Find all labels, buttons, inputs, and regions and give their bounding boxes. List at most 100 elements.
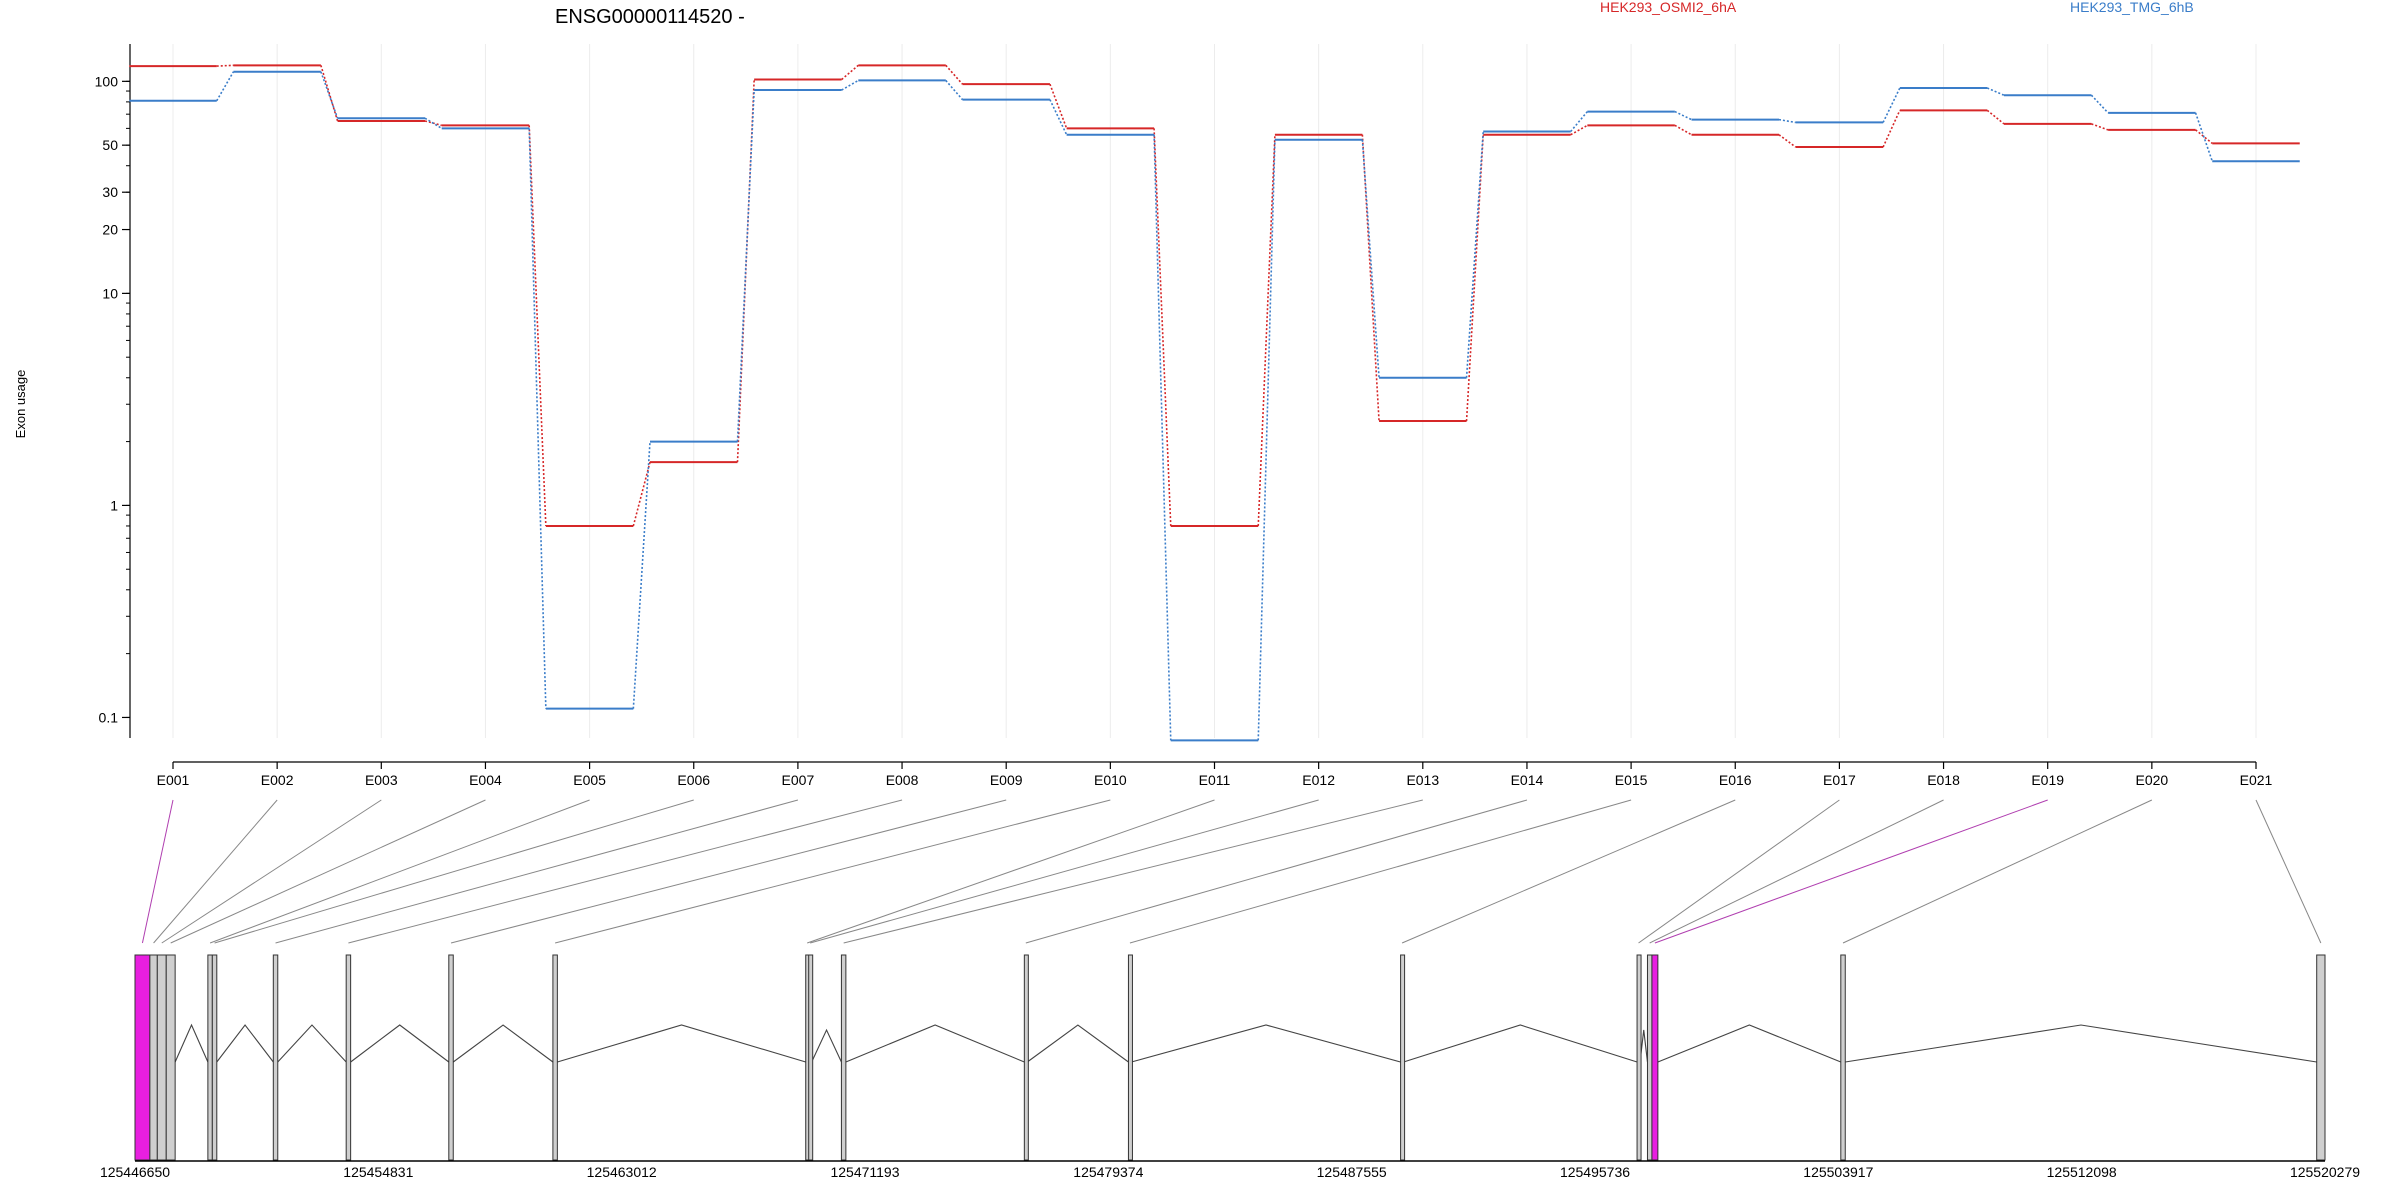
exon-e010 (552, 954, 558, 1161)
exon-e004 (165, 954, 176, 1161)
x-tick-label-e002: E002 (261, 772, 294, 788)
y-tick-label: 0.1 (99, 709, 119, 725)
y-tick-label: 20 (102, 222, 118, 238)
series-osmi2 (129, 64, 2300, 527)
chart-title: ENSG00000114520 - (555, 6, 745, 28)
x-axis: E001 E002 E003 E004 E005 E006 E007 E008 E009 E010… (157, 761, 2273, 788)
coord-tick-label: 125446650 (100, 1164, 170, 1180)
coord-tick-label: 125495736 (1560, 1164, 1630, 1180)
connector-e003 (161, 799, 382, 944)
series-connector (1049, 99, 1068, 136)
series-connector (736, 89, 755, 442)
exon-e003 (156, 954, 167, 1161)
series-connector (841, 79, 859, 91)
intron (845, 1024, 1025, 1063)
connector-e016 (1401, 799, 1736, 944)
coord-tick-label: 125454831 (343, 1164, 413, 1180)
series-connector (1986, 87, 2005, 96)
exon-e020 (1840, 954, 1846, 1161)
series-connector (1674, 110, 1692, 121)
exon-connectors (141, 799, 2322, 944)
x-tick-label-e013: E013 (1406, 772, 1439, 788)
exon-e013 (840, 954, 847, 1161)
connector-e001 (141, 799, 174, 944)
exon-e007 (272, 954, 279, 1161)
x-tick-label-e003: E003 (365, 772, 398, 788)
x-tick-label-e010: E010 (1094, 772, 1127, 788)
exon-e019 (1651, 954, 1659, 1161)
series-connector (841, 64, 859, 81)
coord-tick-label: 125463012 (587, 1164, 657, 1180)
x-tick-label-e001: E001 (157, 772, 190, 788)
series-connector (528, 125, 547, 526)
connector-e017 (1638, 799, 1840, 944)
x-tick-label-e006: E006 (677, 772, 710, 788)
exon-e018 (1646, 954, 1653, 1161)
intron (216, 1024, 274, 1063)
series-connector (320, 71, 339, 119)
series-connector (2194, 112, 2214, 162)
series-connector (1778, 134, 1797, 148)
connector-e010 (555, 799, 1111, 944)
series-connector (945, 64, 964, 85)
coord-tick-label: 125503917 (1803, 1164, 1873, 1180)
connector-e020 (1842, 799, 2153, 944)
connector-e014 (1025, 799, 1528, 944)
connector-e005 (209, 799, 590, 944)
intron (811, 1028, 842, 1063)
series-connector (1049, 83, 1068, 129)
connector-e004 (170, 799, 486, 944)
y-axis-label: Exon usage (13, 370, 28, 439)
series-connector (1257, 139, 1276, 741)
intron (452, 1024, 554, 1063)
intron (557, 1024, 806, 1063)
series-connector (1153, 134, 1172, 741)
legend-entry-tmg: HEK293_TMG_6hB (2070, 0, 2194, 15)
intron (1657, 1024, 1842, 1063)
y-tick-label: 100 (95, 73, 119, 89)
series-connector (320, 65, 339, 122)
x-tick-label-e014: E014 (1511, 772, 1544, 788)
x-tick-label-e015: E015 (1615, 772, 1648, 788)
intron (277, 1024, 347, 1063)
y-axis: 0.1 1 10 20 30 50 100 (95, 44, 131, 738)
connector-e008 (348, 799, 903, 944)
connector-e018 (1649, 799, 1944, 944)
x-tick-label-e005: E005 (573, 772, 606, 788)
intron (1403, 1024, 1638, 1063)
connector-e015 (1129, 799, 1632, 944)
series-connector (528, 128, 547, 709)
exon-e001 (134, 954, 151, 1161)
series-connector (632, 441, 651, 709)
x-tick-label-e021: E021 (2240, 772, 2273, 788)
x-tick-label-e004: E004 (469, 772, 502, 788)
exon-e012 (808, 954, 814, 1161)
series-lines (129, 64, 2300, 742)
series-connector (1674, 124, 1692, 136)
intron (1131, 1024, 1401, 1063)
x-tick-label-e016: E016 (1719, 772, 1752, 788)
y-tick-label: 1 (110, 497, 118, 513)
connector-e012 (810, 799, 1319, 944)
series-connector (1986, 109, 2005, 125)
connector-e021 (2255, 799, 2322, 944)
series-connector (2195, 129, 2213, 144)
connector-e013 (843, 799, 1423, 944)
genomic-coordinate-axis: 125446650 125454831 125463012 125471193 1254… (100, 1160, 2360, 1180)
series-connector (216, 71, 235, 102)
exon-e002 (149, 954, 158, 1161)
y-tick-label: 10 (102, 285, 118, 301)
exon-e005 (207, 954, 213, 1161)
y-tick-label: 30 (102, 184, 118, 200)
exon-e014 (1023, 954, 1029, 1161)
intron (1026, 1024, 1129, 1063)
exon-e006 (211, 954, 218, 1161)
exon-e009 (448, 954, 454, 1161)
coord-tick-label: 125471193 (830, 1164, 899, 1180)
series-connector (1257, 134, 1276, 526)
x-tick-label-e020: E020 (2135, 772, 2168, 788)
x-tick-label-e018: E018 (1927, 772, 1960, 788)
series-connector (1153, 128, 1172, 526)
series-connector (2091, 123, 2109, 131)
